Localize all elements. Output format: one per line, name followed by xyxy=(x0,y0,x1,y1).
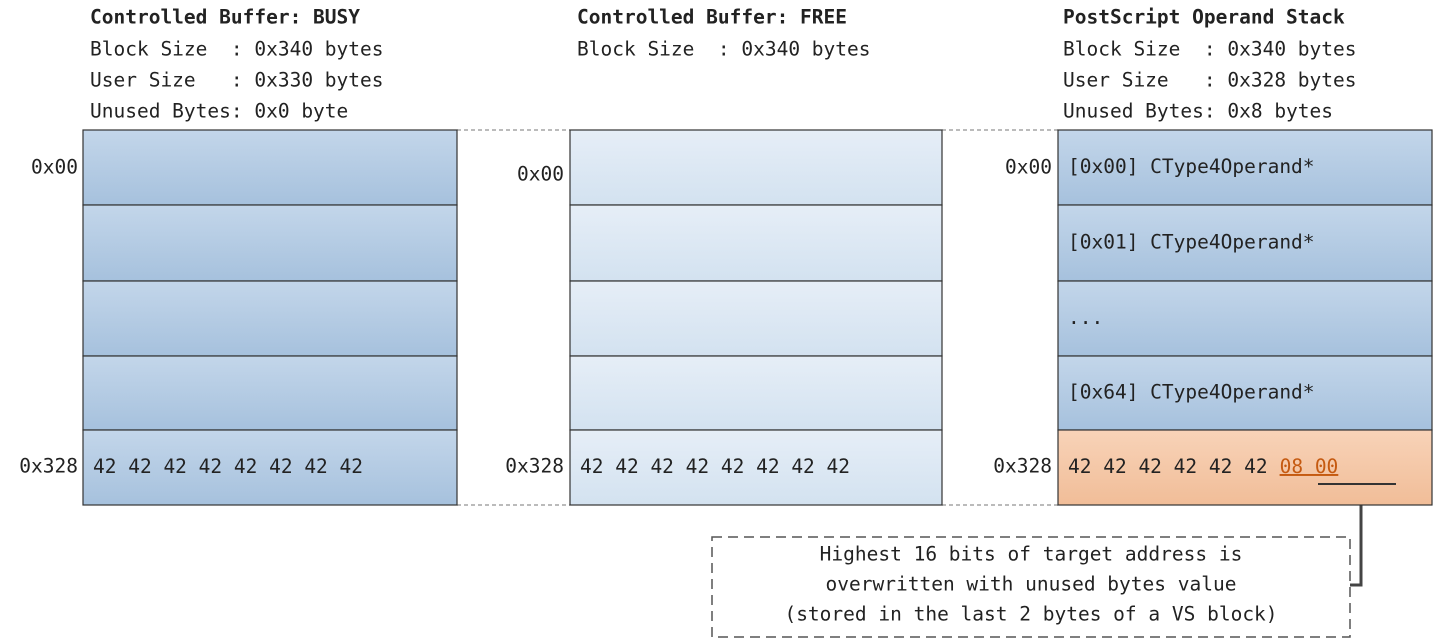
callout-box xyxy=(711,536,1351,638)
column-info: Block Size : 0x340 bytes xyxy=(577,38,871,61)
cell-text: [0x01] CType4Operand* xyxy=(1068,231,1315,254)
callout-text: overwritten with unused bytes value xyxy=(826,573,1237,596)
offset-label: 0x00 xyxy=(31,156,78,179)
memory-cell xyxy=(569,129,943,206)
memory-cell xyxy=(1057,355,1433,431)
bytes: 42 42 42 42 42 42 xyxy=(1068,455,1268,478)
memory-cell xyxy=(82,204,458,282)
column-info: Unused Bytes: 0x0 byte xyxy=(90,100,348,123)
column-info: User Size : 0x330 bytes xyxy=(90,69,384,92)
memory-cell xyxy=(569,355,943,431)
cell-text: [0x64] CType4Operand* xyxy=(1068,381,1315,404)
memory-cell xyxy=(569,429,943,506)
memory-cell xyxy=(1057,280,1433,357)
offset-label: 0x00 xyxy=(517,163,564,186)
callout-text: (stored in the last 2 bytes of a VS bloc… xyxy=(784,603,1277,626)
callout-text: Highest 16 bits of target address is xyxy=(820,543,1243,566)
cell-text: [0x00] CType4Operand* xyxy=(1068,155,1315,178)
cell-bytes: 42 42 42 42 42 42 42 42 xyxy=(580,455,850,478)
memory-cell xyxy=(569,280,943,357)
column-title: PostScript Operand Stack xyxy=(1063,6,1345,29)
offset-label: 0x328 xyxy=(505,455,564,478)
memory-cell xyxy=(569,204,943,282)
column-info: Block Size : 0x340 bytes xyxy=(90,38,384,61)
memory-cell xyxy=(1057,204,1433,282)
column-info: User Size : 0x328 bytes xyxy=(1063,69,1357,92)
connectors xyxy=(457,129,1058,506)
callout-arrow xyxy=(1350,477,1363,587)
bytes: 42 42 42 42 42 42 42 42 xyxy=(580,455,850,478)
memory-cell xyxy=(82,280,458,357)
memory-cell xyxy=(82,129,458,206)
memory-cell xyxy=(1057,429,1433,506)
cell-text: ... xyxy=(1068,306,1103,329)
memory-cell xyxy=(1057,129,1433,206)
column-info: Unused Bytes: 0x8 bytes xyxy=(1063,100,1333,123)
memory-cell xyxy=(82,355,458,431)
offset-label: 0x328 xyxy=(19,455,78,478)
column-info: Block Size : 0x340 bytes xyxy=(1063,38,1357,61)
offset-label: 0x328 xyxy=(993,455,1052,478)
offset-label: 0x00 xyxy=(1005,156,1052,179)
memory-cell xyxy=(82,429,458,506)
cell-bytes: 42 42 42 42 42 42 42 42 xyxy=(93,455,363,478)
column-title: Controlled Buffer: BUSY xyxy=(90,6,360,29)
cell-bytes: 42 42 42 42 42 42 08 00 xyxy=(1068,455,1338,478)
bytes: 42 42 42 42 42 42 42 42 xyxy=(93,455,363,478)
column-title: Controlled Buffer: FREE xyxy=(577,6,847,29)
unused-bytes: 08 00 xyxy=(1280,455,1339,478)
